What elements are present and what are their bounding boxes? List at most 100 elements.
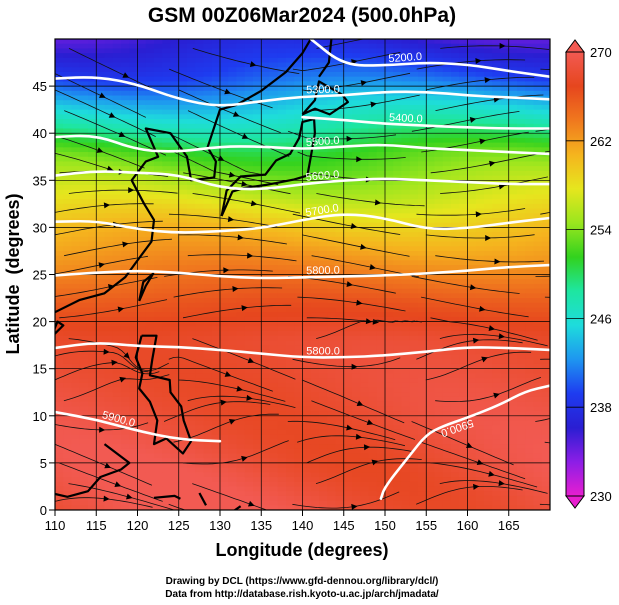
temperature-cell [104, 293, 114, 299]
temperature-cell [154, 382, 163, 389]
temperature-cell [79, 203, 89, 210]
temperature-cell [203, 194, 213, 200]
temperature-cell [261, 491, 271, 497]
temperature-cell [385, 185, 394, 191]
temperature-cell [211, 199, 221, 205]
temperature-cell [71, 505, 81, 510]
temperature-cell [228, 213, 238, 219]
temperature-cell [368, 236, 378, 243]
temperature-cell [302, 260, 312, 266]
temperature-cell [352, 260, 361, 266]
temperature-cell [129, 312, 139, 318]
temperature-cell [376, 227, 386, 233]
temperature-cell [409, 345, 419, 351]
temperature-cell [71, 467, 81, 473]
temperature-cell [286, 250, 295, 257]
temperature-cell [434, 185, 444, 191]
temperature-cell [393, 491, 403, 497]
temperature-cell [228, 86, 238, 92]
temperature-cell [277, 269, 287, 276]
temperature-cell [294, 401, 304, 407]
temperature-cell [401, 109, 411, 115]
temperature-cell [79, 378, 89, 384]
temperature-cell [55, 359, 64, 365]
temperature-cell [203, 123, 213, 130]
temperature-cell [261, 43, 271, 50]
temperature-cell [121, 152, 130, 158]
temperature-cell [286, 425, 295, 431]
temperature-cell [335, 217, 345, 224]
temperature-cell [96, 62, 106, 68]
temperature-cell [137, 48, 147, 54]
temperature-cell [343, 90, 353, 97]
temperature-cell [269, 425, 279, 431]
temperature-cell [220, 500, 229, 506]
temperature-cell [277, 217, 287, 224]
temperature-cell [269, 439, 279, 445]
temperature-cell [154, 477, 163, 483]
temperature-cell [187, 43, 196, 50]
temperature-cell [261, 396, 271, 403]
temperature-cell [451, 401, 460, 407]
temperature-cell [71, 269, 81, 276]
temperature-cell [228, 123, 238, 130]
temperature-cell [220, 477, 229, 483]
temperature-cell [211, 406, 221, 412]
temperature-cell [112, 396, 122, 403]
temperature-cell [401, 133, 411, 139]
temperature-cell [104, 321, 114, 327]
temperature-cell [286, 185, 295, 191]
temperature-cell [376, 420, 386, 426]
temperature-cell [203, 152, 213, 158]
temperature-cell [294, 250, 304, 257]
temperature-cell [343, 495, 353, 502]
temperature-cell [451, 250, 460, 257]
temperature-cell [376, 67, 386, 73]
temperature-cell [376, 382, 386, 389]
temperature-cell [187, 411, 196, 417]
temperature-cell [96, 185, 106, 191]
temperature-cell [145, 312, 155, 318]
temperature-cell [401, 128, 411, 134]
temperature-cell [178, 396, 188, 403]
temperature-cell [409, 316, 419, 323]
temperature-cell [434, 420, 444, 426]
temperature-cell [286, 283, 295, 290]
temperature-cell [187, 189, 196, 196]
temperature-cell [79, 104, 89, 111]
temperature-cell [319, 90, 328, 97]
temperature-cell [195, 255, 205, 261]
temperature-cell [426, 137, 436, 144]
temperature-cell [360, 265, 370, 271]
temperature-cell [112, 255, 122, 261]
temperature-cell [137, 175, 147, 181]
temperature-cell [104, 448, 114, 455]
temperature-cell [418, 128, 427, 134]
temperature-cell [211, 236, 221, 243]
temperature-cell [269, 279, 279, 285]
temperature-cell [310, 415, 320, 422]
temperature-cell [137, 505, 147, 510]
temperature-cell [145, 67, 155, 73]
temperature-cell [203, 293, 213, 299]
temperature-cell [71, 340, 81, 346]
temperature-cell [104, 57, 114, 64]
temperature-cell [244, 213, 254, 219]
temperature-cell [137, 232, 147, 238]
temperature-cell [63, 345, 73, 351]
temperature-cell [187, 48, 196, 54]
temperature-cell [409, 71, 419, 78]
temperature-cell [211, 246, 221, 252]
temperature-cell [310, 175, 320, 181]
temperature-cell [294, 326, 304, 332]
temperature-cell [63, 283, 73, 290]
temperature-cell [137, 439, 147, 445]
temperature-cell [352, 109, 361, 115]
temperature-cell [112, 302, 122, 309]
temperature-cell [310, 43, 320, 50]
temperature-cell [88, 505, 97, 510]
temperature-cell [104, 241, 114, 247]
temperature-cell [327, 307, 337, 313]
temperature-cell [236, 90, 246, 97]
temperature-cell [244, 43, 254, 50]
